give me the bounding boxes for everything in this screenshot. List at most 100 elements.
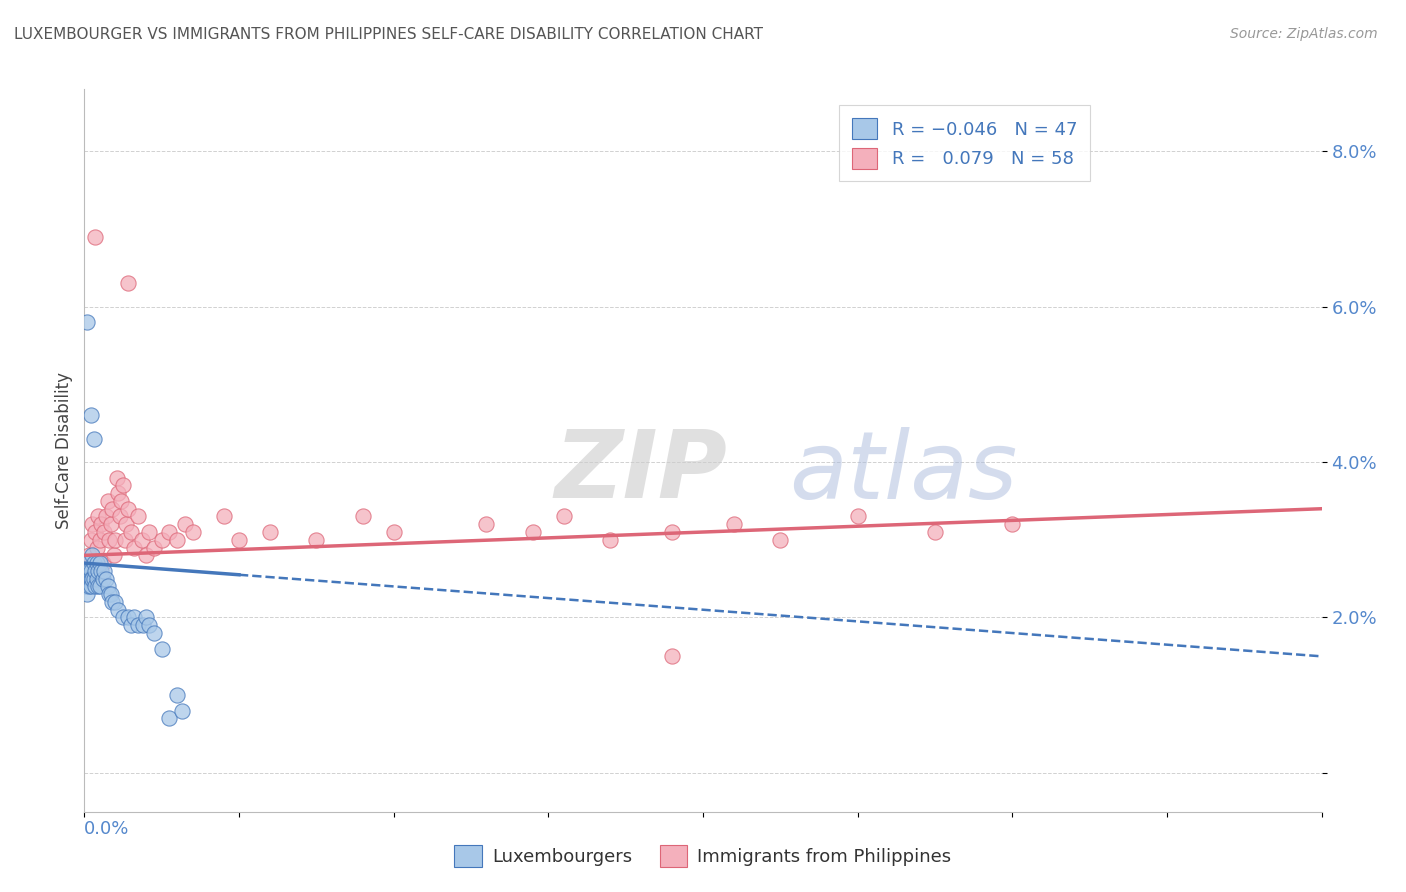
Point [661,649,683,664]
Point [112,478,135,492]
Point [522,524,544,539]
Point [89,579,111,593]
Point [166,533,188,547]
Point [83,556,105,570]
Point [82,517,104,532]
Point [553,509,575,524]
Point [846,509,869,524]
Point [120,618,142,632]
Point [107,486,129,500]
Point [135,610,157,624]
Point [120,524,142,539]
Text: Source: ZipAtlas.com: Source: ZipAtlas.com [1230,27,1378,41]
Point [475,517,498,532]
Point [76,315,98,329]
Point [212,509,235,524]
Point [114,533,136,547]
Point [93,564,115,578]
Point [174,517,197,532]
Point [112,610,135,624]
Point [104,533,127,547]
Point [76,572,98,586]
Point [91,572,114,586]
Point [115,517,138,532]
Point [228,533,250,547]
Point [83,572,105,586]
Point [100,587,122,601]
Point [110,494,132,508]
Point [75,572,97,586]
Point [77,549,100,563]
Point [117,501,139,516]
Text: 0.0%: 0.0% [84,821,129,838]
Text: LUXEMBOURGER VS IMMIGRANTS FROM PHILIPPINES SELF-CARE DISABILITY CORRELATION CHA: LUXEMBOURGER VS IMMIGRANTS FROM PHILIPPI… [14,27,763,42]
Point [138,618,160,632]
Point [599,533,621,547]
Y-axis label: Self-Care Disability: Self-Care Disability [55,372,73,529]
Point [127,509,149,524]
Point [79,564,101,578]
Point [135,549,157,563]
Point [352,509,374,524]
Point [79,409,101,423]
Point [1001,517,1024,532]
Point [76,556,98,570]
Point [94,509,117,524]
Point [103,549,125,563]
Point [90,517,112,532]
Point [143,541,166,555]
Point [77,579,100,593]
Point [259,524,281,539]
Point [138,524,160,539]
Legend: R = −0.046   N = 47, R =   0.079   N = 58: R = −0.046 N = 47, R = 0.079 N = 58 [839,105,1090,181]
Point [122,610,145,624]
Point [107,603,129,617]
Point [79,533,101,547]
Point [150,533,173,547]
Point [382,524,405,539]
Point [91,556,114,570]
Point [86,541,108,555]
Point [723,517,745,532]
Point [101,501,124,516]
Point [76,587,98,601]
Point [82,549,104,563]
Point [79,572,101,586]
Point [87,509,110,524]
Point [96,579,118,593]
Point [84,524,107,539]
Point [924,524,946,539]
Point [90,564,112,578]
Point [132,618,155,632]
Point [100,517,122,532]
Point [83,432,105,446]
Point [305,533,328,547]
Point [166,688,188,702]
Point [122,541,145,555]
Point [84,229,107,244]
Point [82,572,104,586]
Point [159,524,180,539]
Point [170,704,193,718]
Point [84,579,107,593]
Point [89,556,111,570]
Point [96,494,118,508]
Text: atlas: atlas [790,426,1018,517]
Legend: Luxembourgers, Immigrants from Philippines: Luxembourgers, Immigrants from Philippin… [447,838,959,874]
Point [769,533,792,547]
Point [159,711,180,725]
Point [94,572,117,586]
Point [75,564,97,578]
Point [87,564,110,578]
Point [93,524,115,539]
Point [75,579,97,593]
Point [108,509,131,524]
Point [150,641,173,656]
Point [77,564,100,578]
Point [143,626,166,640]
Point [76,564,98,578]
Text: ZIP: ZIP [554,426,727,518]
Point [77,572,100,586]
Point [83,556,105,570]
Point [127,618,149,632]
